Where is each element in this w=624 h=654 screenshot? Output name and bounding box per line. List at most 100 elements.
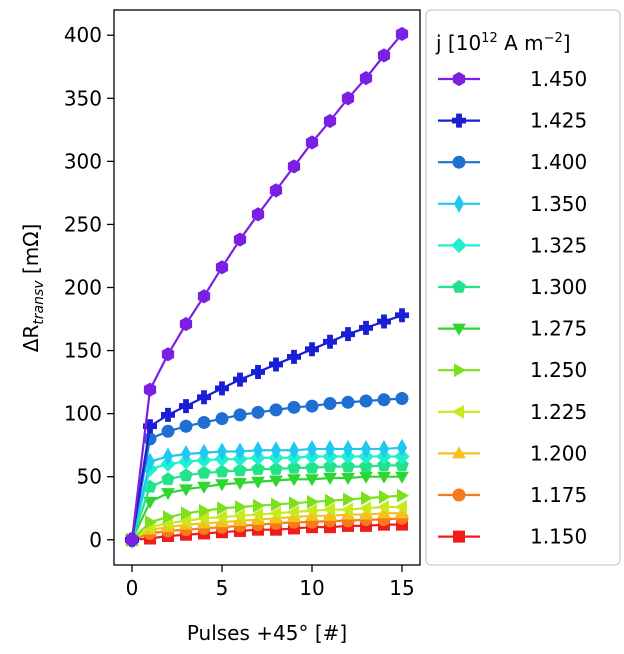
- series-line-6: [131, 475, 402, 541]
- data-point-1-4: [197, 390, 211, 405]
- series-2: [125, 392, 409, 547]
- series-line-3: [130, 446, 403, 541]
- data-point-8-8: [269, 506, 281, 521]
- data-point-6-1: [143, 496, 157, 509]
- series-8: [124, 500, 407, 547]
- data-point-2-14: [377, 393, 391, 407]
- data-point-3-6: [234, 442, 246, 461]
- legend-title-suffix: ]: [563, 31, 571, 55]
- data-point-3-11: [324, 439, 336, 458]
- data-point-5-5: [215, 464, 229, 478]
- legend-title-sup2: −2: [544, 31, 563, 46]
- data-point-6-4: [197, 481, 211, 494]
- legend-entry-5: 1.300: [438, 275, 587, 299]
- data-point-2-7: [251, 405, 265, 419]
- data-point-1-12: [341, 327, 355, 342]
- y-tick-label-5: 250: [64, 212, 102, 236]
- data-point-2-11: [323, 397, 337, 411]
- legend-marker-0: [452, 71, 466, 87]
- legend-marker-11: [453, 530, 465, 543]
- data-point-8-11: [322, 502, 335, 517]
- data-point-7-4: [199, 503, 212, 518]
- data-point-7-14: [379, 489, 391, 504]
- legend-entry-1: 1.425: [438, 109, 587, 133]
- data-point-5-3: [179, 468, 193, 482]
- data-point-0-4: [197, 289, 211, 304]
- data-point-7-9: [289, 496, 301, 511]
- data-point-5-2: [161, 472, 175, 485]
- data-point-8-10: [304, 503, 317, 518]
- data-point-5-9: [287, 460, 301, 474]
- data-point-7-2: [163, 510, 176, 524]
- data-point-1-2: [161, 407, 175, 422]
- legend-marker-2: [452, 155, 466, 169]
- series-line-11: [131, 523, 402, 541]
- legend-entry-2: 1.400: [438, 150, 587, 174]
- data-point-6-9: [287, 474, 301, 487]
- legend-marker-9: [452, 446, 466, 459]
- data-point-3-7: [252, 441, 264, 460]
- data-point-0-12: [341, 91, 355, 106]
- legend-entry-8: 1.225: [438, 400, 587, 424]
- data-point-1-15: [395, 308, 409, 323]
- x-tick-label-0: 0: [126, 576, 139, 600]
- series-line-2: [130, 397, 403, 540]
- legend-label-9: 1.200: [530, 441, 587, 465]
- data-point-0-6: [233, 232, 247, 247]
- series-line-7: [131, 494, 403, 541]
- legend-marker-4: [451, 237, 467, 254]
- legend-label-3: 1.350: [530, 192, 587, 216]
- data-point-6-2: [161, 488, 175, 501]
- legend-label-1: 1.425: [530, 109, 587, 133]
- data-point-1-13: [359, 320, 373, 335]
- data-point-8-9: [286, 505, 299, 519]
- legend-label-0: 1.450: [530, 67, 587, 91]
- x-tick-label-2: 10: [299, 576, 324, 600]
- data-point-6-8: [269, 475, 283, 488]
- data-point-7-13: [361, 491, 374, 506]
- series-layer: [124, 26, 410, 549]
- legend-entry-11: 1.150: [438, 525, 587, 549]
- data-point-6-5: [215, 479, 229, 492]
- data-point-0-8: [269, 183, 283, 198]
- legend-entry-3: 1.350: [438, 192, 587, 216]
- data-point-5-4: [197, 465, 211, 479]
- data-point-5-13: [359, 459, 373, 473]
- y-tick-label-4: 200: [64, 276, 102, 300]
- x-tick-label-1: 5: [216, 576, 229, 600]
- data-point-7-11: [325, 493, 338, 508]
- data-point-7-3: [181, 506, 193, 521]
- data-point-2-10: [305, 399, 319, 413]
- legend-title-mid: A m: [498, 31, 544, 55]
- legend-marker-6: [452, 323, 466, 336]
- y-tick-label-3: 150: [64, 339, 102, 363]
- data-point-7-7: [253, 498, 265, 513]
- data-point-7-10: [307, 495, 320, 509]
- data-point-3-10: [306, 439, 318, 458]
- legend-title-prefix: j [10: [435, 31, 481, 55]
- data-point-2-13: [359, 394, 373, 408]
- x-tick-label-3: 15: [389, 576, 414, 600]
- data-point-8-3: [178, 513, 191, 528]
- legend-entry-7: 1.250: [438, 358, 587, 382]
- legend: j [1012 A m−2] 1.450 1.425 1.400 1.350 1.325…: [425, 9, 621, 566]
- data-point-1-7: [251, 365, 265, 380]
- data-point-0-9: [287, 159, 301, 174]
- legend-marker-3: [453, 194, 465, 213]
- data-point-0-2: [161, 347, 175, 362]
- data-point-5-11: [323, 459, 337, 473]
- data-point-6-12: [341, 472, 355, 485]
- series-line-1: [130, 314, 403, 540]
- legend-label-7: 1.250: [530, 358, 587, 382]
- data-point-8-13: [358, 501, 371, 516]
- data-point-5-7: [251, 462, 265, 475]
- data-point-0-7: [251, 207, 265, 222]
- data-point-3-8: [270, 441, 282, 460]
- x-axis-label: Pulses +45° [#]: [187, 621, 347, 645]
- y-tick-label-6: 300: [64, 149, 102, 173]
- data-point-2-4: [197, 415, 211, 429]
- legend-entry-9: 1.200: [438, 441, 587, 465]
- y-tick-label-1: 50: [77, 465, 102, 489]
- data-point-6-6: [233, 478, 247, 491]
